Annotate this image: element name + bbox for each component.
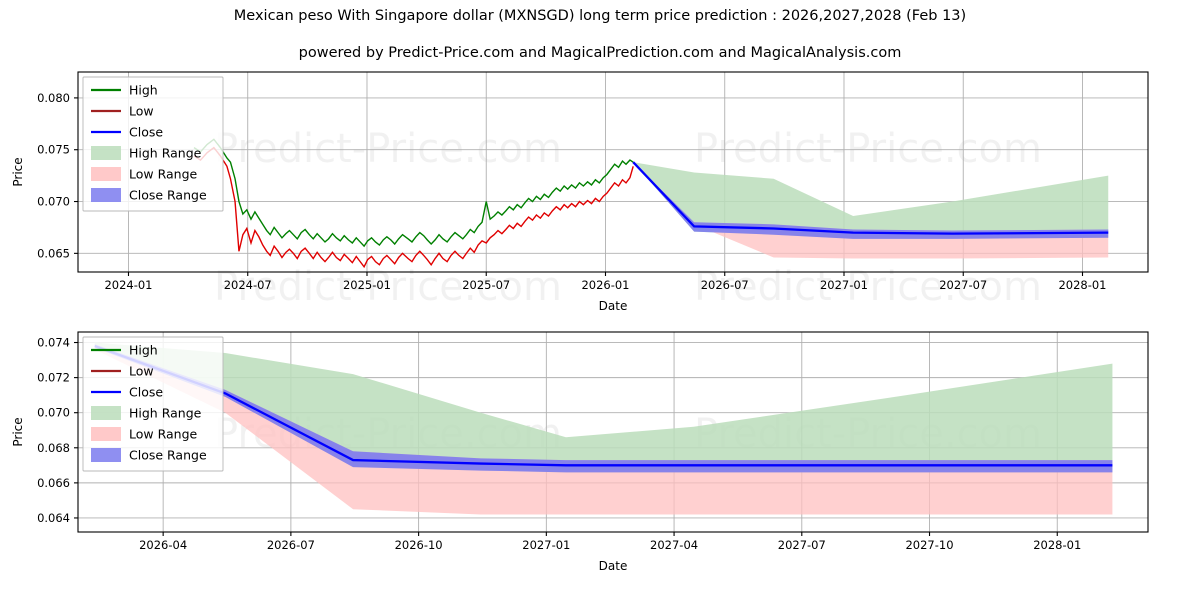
y-tick-label: 0.070 [37,195,70,209]
plot-area [94,342,1113,515]
x-tick-label: 2026-07 [701,278,749,292]
close-forecast-line [632,161,1109,235]
y-tick-label: 0.070 [37,406,70,420]
watermark-text: Predict-Price.com [214,126,562,172]
x-tick-label: 2024-07 [224,278,272,292]
x-tick-label: 2027-01 [820,278,868,292]
chart-panel-forecast-detail: Predict-Price.comPredict-Price.com0.0640… [11,331,1149,573]
y-tick-label: 0.066 [37,476,70,490]
legend-item-label: High Range [129,146,202,161]
watermark-text: Predict-Price.com [694,126,1042,172]
x-tick-label: 2027-10 [905,538,953,552]
legend-item-label: Low [129,364,154,379]
close-range-band [633,162,1109,239]
legend-swatch-band [91,188,121,202]
y-axis-title: Price [11,417,25,446]
chart-panel-overview: Predict-Price.com Predict-Price.comPredic… [11,71,1149,313]
y-tick-label: 0.080 [37,91,70,105]
high-range-band [94,342,1113,473]
x-tick-label: 2026-01 [581,278,629,292]
plot-frame [77,331,1149,533]
legend-swatch-band [91,406,121,420]
chart-legend: High Low Close High Range Low Range Close Ran… [82,336,224,472]
high-range-band [633,162,1109,239]
close-forecast-line [94,344,1113,467]
y-tick-label: 0.075 [37,143,70,157]
x-tick-label: 2026-10 [395,538,443,552]
chart-legend: High Low Close High Range Low Range Close Ran… [82,76,224,212]
x-axis-title: Date [599,299,628,313]
y-tick-label: 0.065 [37,246,70,260]
x-tick-label: 2025-01 [343,278,391,292]
legend-swatch-band [91,448,121,462]
x-tick-label: 2026-04 [139,538,187,552]
axis-group: 0.064 0.066 0.068 0.070 0.072 0.074 2026-04 202… [11,336,1081,573]
x-tick-label: 2027-01 [522,538,570,552]
legend-swatch-band [91,427,121,441]
low-price-line [193,146,634,269]
high-price-line [193,138,634,248]
x-axis-title: Date [599,559,628,573]
legend-item-label: Close [129,385,163,400]
x-tick-label: 2024-01 [104,278,152,292]
plot-frame [77,71,1149,273]
x-tick-label: 2027-07 [778,538,826,552]
y-axis-title: Price [11,157,25,186]
y-tick-label: 0.068 [37,441,70,455]
x-tick-label: 2025-07 [462,278,510,292]
legend-item-label: Low Range [129,167,198,182]
page-title: Mexican peso With Singapore dollar (MXNS… [233,8,967,24]
x-tick-label: 2026-07 [267,538,315,552]
legend-item-label: High [129,343,158,358]
y-tick-label: 0.074 [37,336,70,350]
x-tick-label: 2028-01 [1033,538,1081,552]
plot-area [193,138,1109,269]
axis-group: 0.065 0.070 0.075 0.080 2024-01 2024-07 2025-0… [11,91,1107,313]
y-tick-label: 0.064 [37,511,70,525]
legend-item-label: Low [129,104,154,119]
legend-item-label: Close [129,125,163,140]
legend-swatch-band [91,167,121,181]
legend-item-label: Low Range [129,427,198,442]
legend-item-label: Close Range [129,188,207,203]
x-tick-label: 2027-04 [650,538,698,552]
x-tick-label: 2027-07 [939,278,987,292]
legend-item-label: High [129,83,158,98]
legend-swatch-band [91,146,121,160]
y-tick-label: 0.072 [37,371,70,385]
page-subtitle: powered by Predict-Price.com and Magical… [298,45,902,61]
legend-item-label: High Range [129,406,202,421]
legend-item-label: Close Range [129,448,207,463]
x-tick-label: 2028-01 [1058,278,1106,292]
